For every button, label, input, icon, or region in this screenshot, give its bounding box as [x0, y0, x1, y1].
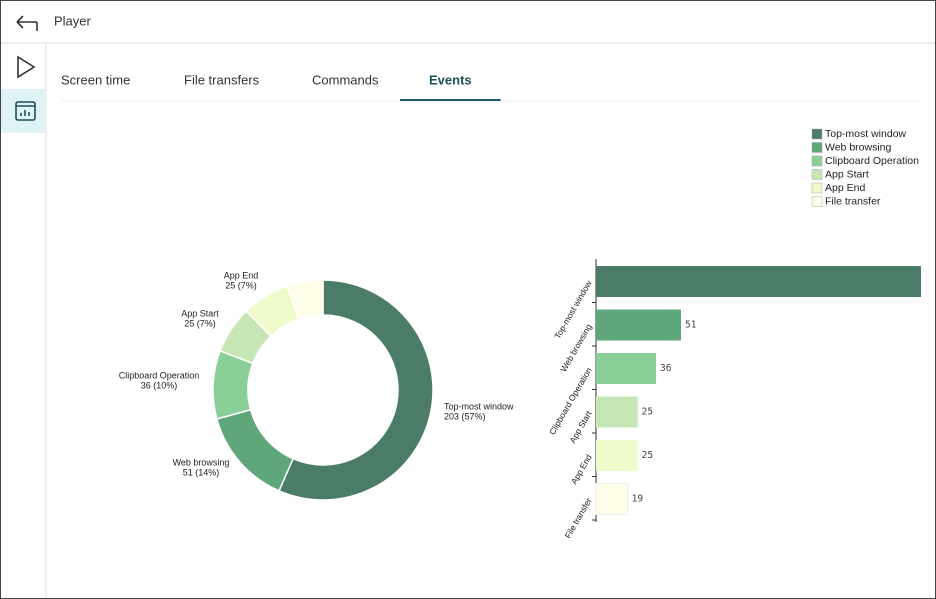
- slice-value: 36 (10%): [141, 380, 178, 390]
- slice-name: Web browsing: [173, 457, 230, 467]
- bar: [596, 266, 921, 297]
- legend-swatch: [811, 128, 823, 140]
- slice-name: Clipboard Operation: [119, 370, 200, 380]
- donut-slice: [278, 279, 434, 501]
- legend-label: Top-most window: [825, 128, 907, 140]
- tab[interactable]: File transfers: [184, 72, 260, 87]
- slice-value: 25 (7%): [184, 318, 216, 328]
- slice-name: App Start: [181, 308, 219, 318]
- slice-value: 51 (14%): [183, 467, 220, 477]
- legend-label: Web browsing: [825, 141, 891, 153]
- bar-value-label: 19: [632, 494, 644, 505]
- legend-swatch: [811, 169, 823, 180]
- bar: [596, 309, 681, 341]
- chart-icon: [15, 101, 36, 121]
- category-label: App End: [569, 452, 594, 485]
- legend-swatch: [811, 142, 823, 153]
- legend-label: App End: [825, 182, 865, 194]
- legend-label: Clipboard Operation: [825, 155, 919, 167]
- category-label: App Start: [567, 409, 594, 445]
- donut-slice: [215, 408, 295, 492]
- legend-label: App Start: [825, 168, 869, 180]
- legend-swatch: [811, 155, 823, 167]
- tab[interactable]: Commands: [312, 72, 379, 87]
- bar-value-label: 51: [685, 320, 697, 331]
- bar-value-label: 25: [642, 450, 653, 461]
- tab[interactable]: Events: [429, 72, 472, 87]
- bar-value-label: 25: [642, 407, 653, 418]
- tab[interactable]: Screen time: [61, 72, 130, 87]
- slice-value: 25 (7%): [225, 280, 257, 290]
- slice-name: App End: [224, 270, 259, 280]
- active-tab-indicator: [400, 99, 501, 101]
- header-title: Player: [54, 13, 92, 28]
- legend-label: File transfer: [825, 195, 881, 207]
- bar: [596, 353, 656, 384]
- play-button[interactable]: [17, 55, 36, 79]
- slice-name: Top-most window: [444, 401, 514, 411]
- legend-swatch: [811, 196, 823, 207]
- back-button[interactable]: [16, 15, 38, 31]
- legend-swatch: [811, 182, 823, 194]
- bar: [595, 483, 629, 515]
- category-label: File transfer: [563, 496, 594, 540]
- bar: [596, 396, 638, 428]
- slice-value: 203 (57%): [444, 411, 486, 421]
- bar-value-label: 36: [660, 363, 672, 374]
- events-nav[interactable]: [1, 89, 45, 133]
- donut-slice: [286, 279, 324, 321]
- bar: [596, 440, 638, 471]
